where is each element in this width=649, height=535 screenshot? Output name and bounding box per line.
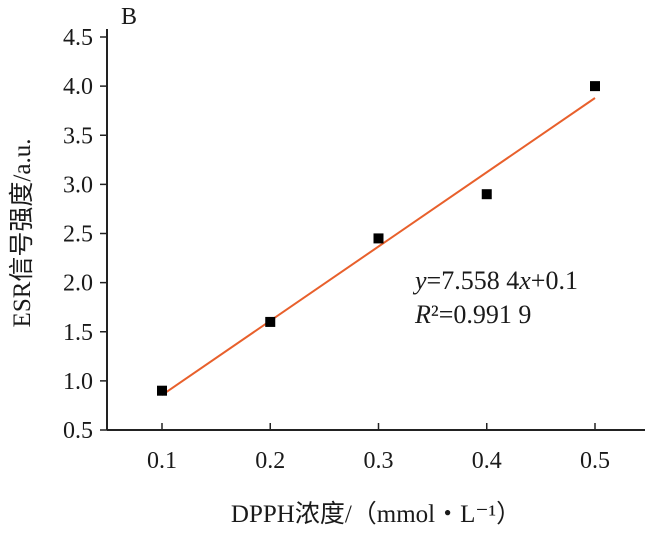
y-tick-label: 3.5	[63, 123, 93, 149]
data-point	[373, 233, 384, 244]
y-axis-label: ESR信号强度/a.u.	[8, 139, 36, 328]
x-axis-label: DPPH浓度/（mmol・L⁻¹）	[231, 500, 521, 528]
panel-label: B	[121, 4, 137, 30]
x-tick-label: 0.4	[472, 448, 502, 474]
y-tick-label: 0.5	[63, 418, 93, 444]
y-tick-label: 1.0	[63, 369, 93, 395]
y-tick-label: 1.5	[63, 320, 93, 346]
y-tick-label: 2.5	[63, 222, 93, 248]
y-tick-label: 2.0	[63, 271, 93, 297]
y-tick-label: 4.5	[63, 25, 93, 51]
data-point	[265, 316, 276, 327]
x-tick-label: 0.1	[147, 448, 177, 474]
x-tick-label: 0.2	[255, 448, 285, 474]
x-tick-label: 0.5	[580, 448, 610, 474]
data-point	[590, 81, 600, 92]
data-point	[157, 385, 167, 396]
r2-annotation: R²=0.991 9	[414, 300, 531, 329]
equation-annotation: y=7.558 4x+0.1	[412, 266, 578, 295]
data-point	[481, 189, 492, 200]
y-tick-label: 3.0	[63, 172, 93, 198]
fit-line	[161, 97, 596, 396]
x-tick-label: 0.3	[364, 448, 394, 474]
y-tick-label: 4.0	[63, 74, 93, 100]
